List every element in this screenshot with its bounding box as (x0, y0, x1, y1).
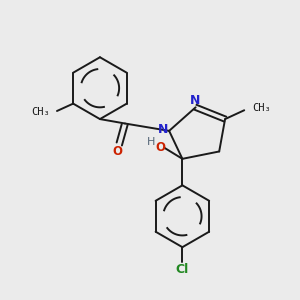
Text: N: N (158, 123, 168, 136)
Text: O: O (156, 141, 166, 154)
Text: Cl: Cl (176, 263, 189, 276)
Text: CH₃: CH₃ (253, 103, 271, 113)
Text: O: O (112, 145, 123, 158)
Text: H: H (147, 137, 155, 147)
Text: CH₃: CH₃ (32, 107, 50, 118)
Text: N: N (190, 94, 200, 107)
